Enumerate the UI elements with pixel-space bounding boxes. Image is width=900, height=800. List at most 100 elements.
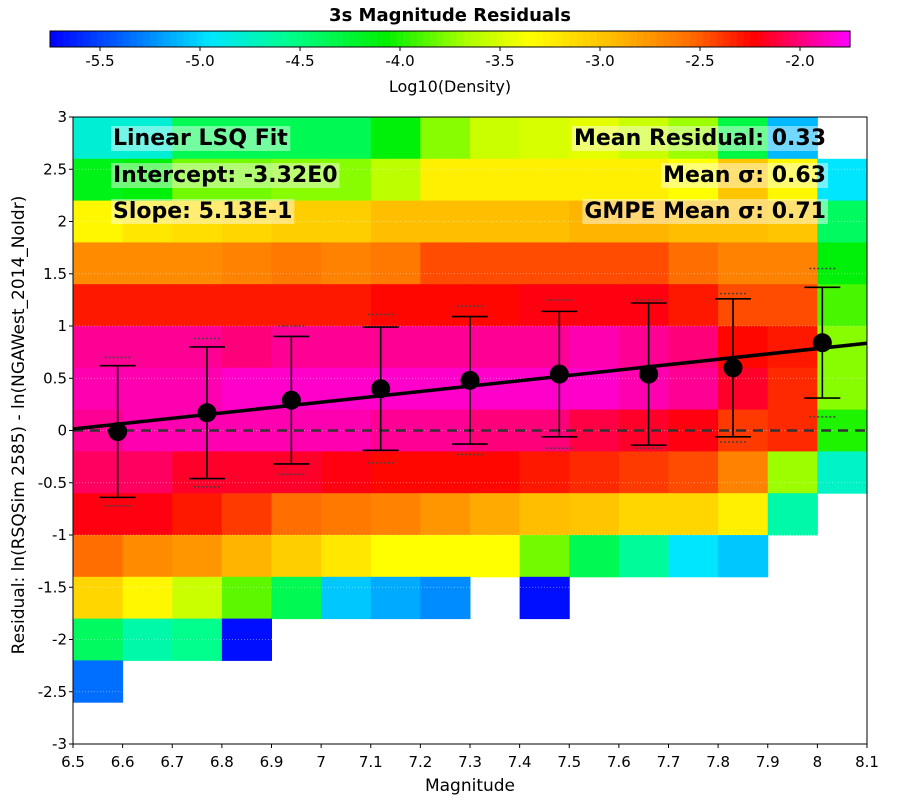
colorbar-segment: [383, 31, 391, 47]
colorbar-segment: [56, 31, 64, 47]
colorbar-segment: [750, 31, 758, 47]
heatmap-cell: [470, 409, 521, 452]
annotations: Linear LSQ Fit Intercept: -3.32E0 Slope: 5…: [111, 126, 828, 224]
x-tick-label: 7.6: [607, 753, 631, 771]
heatmap-cell: [271, 535, 322, 578]
heatmap-cell: [767, 493, 818, 536]
colorbar-segment: [543, 31, 551, 47]
heatmap-cell: [767, 451, 818, 494]
heatmap-cell: [73, 158, 124, 202]
colorbar-segment: [376, 31, 384, 47]
y-tick-label: 0.5: [43, 369, 67, 387]
heatmap-cell: [370, 284, 421, 327]
heatmap-cell: [221, 326, 272, 369]
colorbar-segment: [830, 31, 838, 47]
heatmap-cell: [470, 284, 521, 327]
heatmap-cell: [73, 200, 124, 243]
colorbar-segment: [390, 31, 398, 47]
x-tick-label: 6.7: [160, 753, 184, 771]
heatmap-cell: [470, 493, 521, 536]
heatmap-cell: [519, 284, 570, 327]
annotation-left-group: Linear LSQ Fit: [111, 126, 291, 151]
colorbar-segment: [103, 31, 111, 47]
heatmap-cell: [122, 117, 173, 160]
colorbar-segment: [130, 31, 138, 47]
heatmap-cell: [73, 326, 124, 369]
colorbar-segment: [683, 31, 691, 47]
colorbar-segment: [583, 31, 591, 47]
colorbar-segment: [590, 31, 598, 47]
heatmap-cell: [172, 284, 223, 327]
heatmap-cell: [370, 326, 421, 369]
colorbar-frame: [49, 30, 851, 48]
mean-residual-point: [639, 364, 659, 384]
heatmap-cell: [221, 493, 272, 536]
heatmap-cell: [73, 117, 124, 160]
colorbar-segment: [656, 31, 664, 47]
heatmap-cell: [767, 284, 818, 327]
colorbar-segment: [203, 31, 211, 47]
colorbar-segment: [496, 31, 504, 47]
colorbar-segment: [836, 31, 844, 47]
heatmap-cell: [718, 493, 769, 536]
heatmap-cell: [73, 451, 124, 494]
mean-residual-point: [549, 364, 569, 384]
annotation-right-background: [661, 163, 828, 188]
heatmap-cell: [321, 326, 372, 369]
colorbar-segment: [843, 31, 851, 47]
y-tick-label: -1.5: [38, 578, 67, 596]
heatmap-cell: [73, 535, 124, 578]
colorbar: -5.5 -5.0 -4.5 -4.0 -3.5 -3.0 -2.5 -2.0: [49, 30, 851, 70]
mean-residual-point: [371, 379, 391, 399]
colorbar-segment: [456, 31, 464, 47]
annotation-right: Mean σ: 0.63: [663, 163, 826, 188]
colorbar-segment: [363, 31, 371, 47]
y-tick-labels: -3 -2.5 -2 -1.5 -1 -0.5 0 0.5 1 1.5 2 2.5 3: [38, 108, 73, 753]
heatmap-cell: [321, 451, 372, 494]
heatmap-cell: [221, 284, 272, 327]
heatmap-cell: [321, 158, 372, 202]
heatmap-cell: [172, 242, 223, 285]
colorbar-segment: [230, 31, 238, 47]
colorbar-segment: [176, 31, 184, 47]
colorbar-tick-label: -3.5: [485, 52, 514, 70]
heatmap-cell: [73, 576, 124, 620]
heatmap-cell: [420, 576, 471, 620]
colorbar-segment: [783, 31, 791, 47]
y-axis-label: Residual: ln(RSQSim 2585) - ln(NGAWest_2…: [9, 196, 29, 655]
heatmap-cell: [470, 117, 521, 160]
heatmap-cell: [519, 326, 570, 369]
colorbar-segment: [763, 31, 771, 47]
colorbar-segment: [276, 31, 284, 47]
x-tick-label: 8.1: [855, 753, 879, 771]
heatmap-cell: [221, 117, 272, 160]
x-tick-labels: 6.5 6.6 6.7 6.8 6.9 7 7.1 7.2 7.3 7.4 7.5 7.6 7.7 7.8…: [61, 744, 879, 771]
mean-residual-point: [812, 333, 832, 353]
colorbar-segment: [690, 31, 698, 47]
heatmap-cell: [172, 576, 223, 620]
y-tick-label: 2.5: [43, 160, 67, 178]
heatmap-cell: [221, 451, 272, 494]
heatmap-cell: [271, 576, 322, 620]
colorbar-segment: [576, 31, 584, 47]
heatmap-cell: [73, 242, 124, 285]
colorbar-segment: [190, 31, 198, 47]
heatmap-cell: [221, 618, 272, 661]
heatmap-cell: [172, 367, 223, 411]
heatmap-cell: [519, 576, 570, 620]
x-axis-label: Magnitude: [425, 776, 515, 796]
colorbar-segment: [516, 31, 524, 47]
colorbar-tick-label: -4.5: [285, 52, 314, 70]
colorbar-segment: [643, 31, 651, 47]
colorbar-tick-label: -4.0: [385, 52, 414, 70]
colorbar-segment: [136, 31, 144, 47]
heatmap-cell: [370, 451, 421, 494]
colorbar-segment: [310, 31, 318, 47]
colorbar-segment: [770, 31, 778, 47]
colorbar-segment: [296, 31, 304, 47]
colorbar-segment: [403, 31, 411, 47]
heatmap-cell: [668, 535, 719, 578]
colorbar-segment: [143, 31, 151, 47]
mean-residual-point: [108, 422, 128, 442]
heatmap-cell: [519, 535, 570, 578]
